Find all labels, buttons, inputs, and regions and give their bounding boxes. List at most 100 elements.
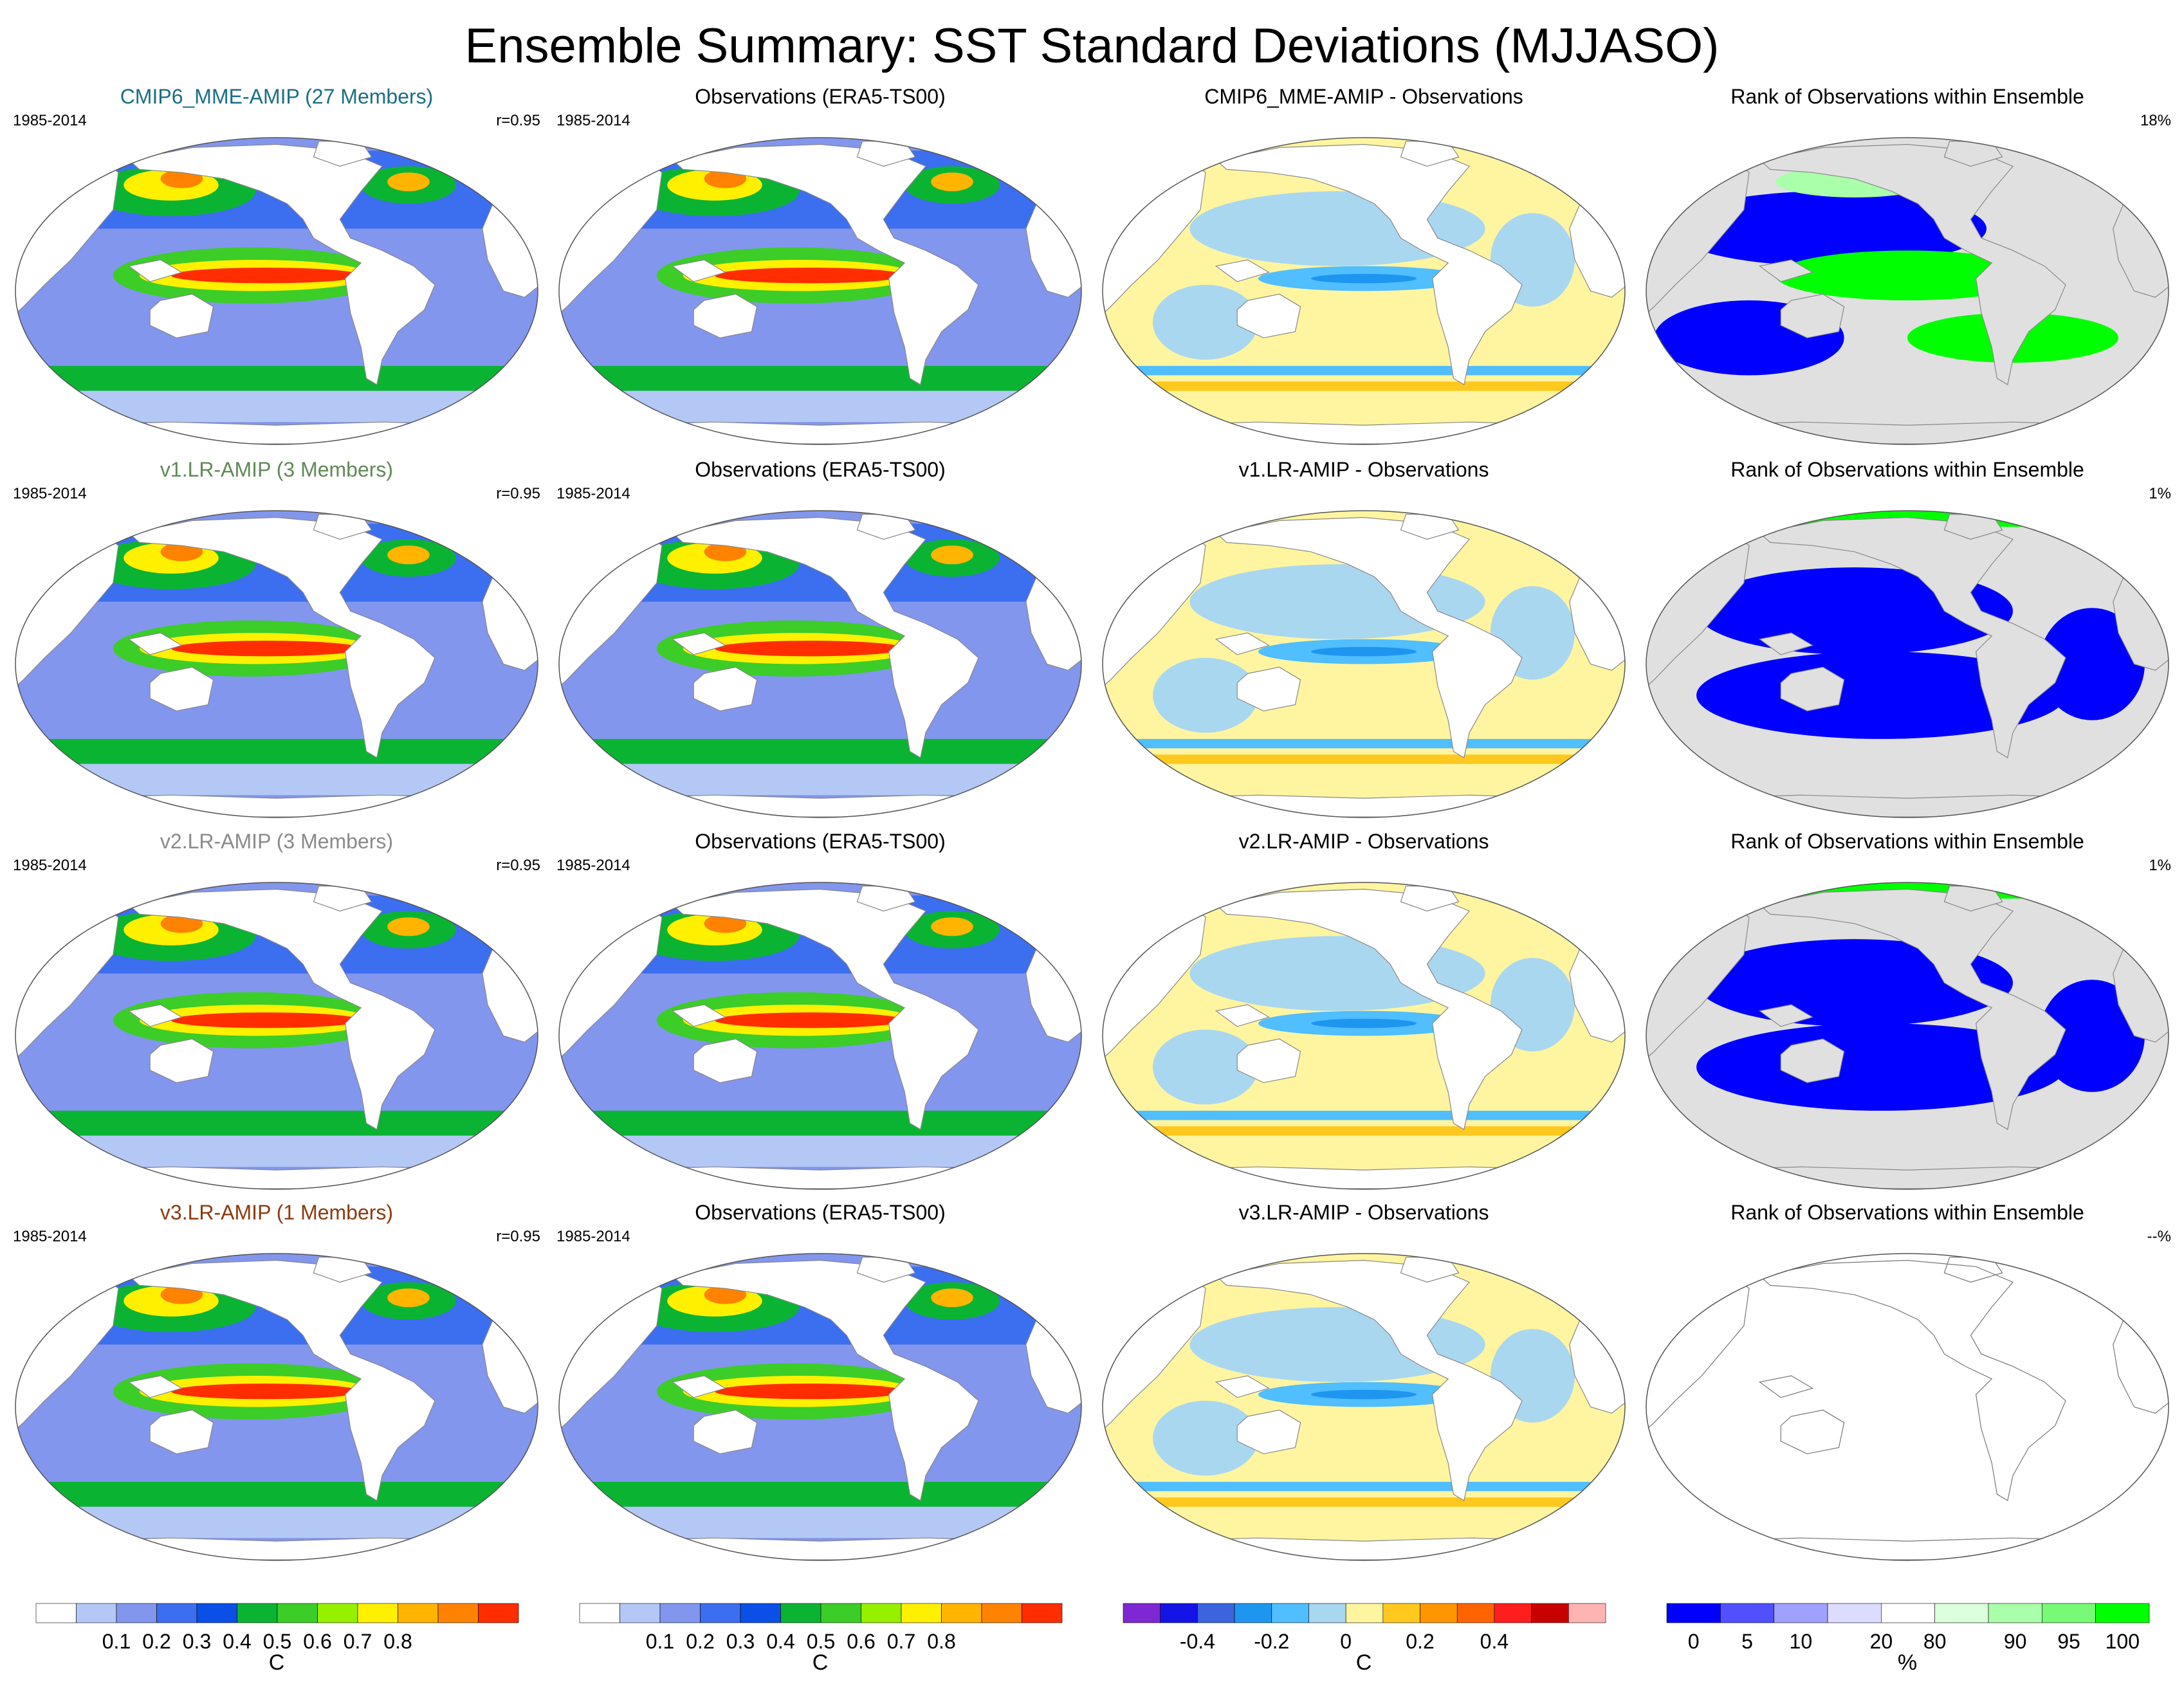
map-obs-0: [558, 137, 1082, 445]
colorbar-swatch: [740, 1603, 781, 1623]
landmass-maritime: [1215, 632, 1270, 655]
colorbar-swatch: [820, 1603, 861, 1623]
map-border: [1646, 510, 2169, 818]
map-diff-2: [1102, 882, 1626, 1190]
landmass-antarctica: [1696, 794, 2119, 817]
panel-title-obs: Observations (ERA5-TS00): [695, 830, 946, 853]
colorbar-tick-label: 10: [1789, 1630, 1813, 1653]
colorbar-tick-label: 0.4: [1480, 1630, 1509, 1653]
colorbar-swatch: [1160, 1603, 1198, 1623]
landmass-americas: [672, 888, 979, 1130]
landmass-americas: [1759, 516, 2066, 758]
landmass-maritime: [127, 1004, 183, 1027]
colorbar-swatch: [981, 1603, 1022, 1623]
enso-peak-field: [715, 1012, 905, 1028]
coastline-greenland: [1943, 1257, 2003, 1283]
map-model-3: [15, 1253, 538, 1561]
colorbar-tick-label: 0: [1340, 1630, 1352, 1653]
colorbar-swatch: [35, 1603, 77, 1623]
landmass-americas: [1215, 888, 1523, 1130]
north-atlantic-peak-field: [931, 917, 973, 936]
landmass-antarctica: [65, 794, 488, 817]
colorbar-swatch: [1531, 1603, 1569, 1623]
panel-title-diff: CMIP6_MME-AMIP - Observations: [1204, 85, 1523, 108]
map-diff-0: [1102, 137, 1626, 445]
landmass-antarctica: [1152, 794, 1575, 817]
colorbar-rank: [1666, 1603, 2150, 1623]
landmass-antarctica: [1152, 1537, 1575, 1560]
colorbar-tick-label: 0.5: [806, 1630, 836, 1653]
enso-peak-field: [171, 1012, 362, 1028]
map-border: [1102, 510, 1626, 818]
map-border: [15, 137, 538, 445]
map-border: [558, 137, 1082, 445]
enso-peak-field: [171, 1383, 362, 1400]
equatorial-diff-core-field: [1311, 646, 1417, 657]
landmass-americas: [672, 143, 979, 385]
map-border: [558, 1253, 1082, 1561]
period-label: 1985-2014: [556, 857, 630, 874]
landmass-australia: [693, 1409, 758, 1454]
landmass-antarctica: [65, 1537, 488, 1560]
north-atlantic-peak-field: [387, 545, 430, 565]
enso-peak-field: [715, 641, 905, 657]
colorbar-tick-label: 0: [1687, 1630, 1700, 1653]
colorbar-swatch: [116, 1603, 157, 1623]
southern-warm-band: [1103, 1126, 1625, 1136]
colorbar-swatch: [398, 1603, 439, 1623]
landmass-maritime: [127, 632, 183, 655]
colorbar-swatch: [1382, 1603, 1420, 1623]
colorbar-swatch: [1988, 1603, 2042, 1623]
coastline-australia: [1780, 1409, 1845, 1454]
antarctic-margin-field: [559, 1135, 1081, 1167]
map-border: [558, 882, 1082, 1190]
landmass-maritime: [1215, 1004, 1270, 1027]
antarctic-margin-field: [559, 390, 1081, 423]
colorbar-swatch: [579, 1603, 620, 1623]
north-atlantic-peak-field: [387, 917, 430, 936]
period-label: 1985-2014: [556, 485, 630, 502]
panel-title-model: v2.LR-AMIP (3 Members): [160, 830, 394, 853]
landmass-antarctica: [609, 1166, 1032, 1189]
colorbar-tick-label: 0.3: [726, 1630, 755, 1653]
landmass-antarctica: [1152, 1166, 1575, 1189]
north-atlantic-peak-field: [387, 172, 430, 192]
colorbar-swatch: [2042, 1603, 2096, 1623]
colorbar-swatch: [1123, 1603, 1161, 1623]
colorbar-swatch: [619, 1603, 661, 1623]
indian-diff-field: [1153, 657, 1258, 733]
panel-title-rank: Rank of Observations within Ensemble: [1730, 830, 2084, 853]
period-label: 1985-2014: [556, 112, 630, 129]
landmass-americas: [1759, 888, 2066, 1130]
antarctic-margin-field: [15, 390, 538, 423]
landmass-australia: [693, 1038, 758, 1083]
landmass-maritime: [1215, 1375, 1270, 1398]
panel-title-rank: Rank of Observations within Ensemble: [1730, 1201, 2084, 1224]
colorbar-swatch: [941, 1603, 982, 1623]
map-border: [1646, 137, 2169, 445]
landmass-antarctica: [65, 421, 488, 444]
indian-diff-field: [1153, 1400, 1258, 1476]
period-label: 1985-2014: [13, 112, 87, 129]
colorbar-tick-label: 90: [2003, 1630, 2027, 1653]
antarctic-margin-field: [15, 1506, 538, 1538]
map-border: [1102, 1253, 1626, 1561]
equatorial-diff-core-field: [1311, 1389, 1417, 1400]
figure-title: Ensemble Summary: SST Standard Deviation…: [464, 19, 1720, 73]
landmass-americas: [128, 1259, 436, 1501]
landmass-americas: [1215, 1259, 1523, 1501]
panel-title-diff: v3.LR-AMIP - Observations: [1238, 1201, 1489, 1224]
rank-low-atlantic-field: [2039, 608, 2145, 720]
landmass-maritime: [671, 1375, 726, 1398]
colorbar-tick-label: 0.7: [343, 1630, 372, 1653]
colorbar-tick-label: 0.2: [142, 1630, 171, 1653]
colorbar-swatch: [780, 1603, 821, 1623]
colorbar-tick-label: -0.2: [1254, 1630, 1290, 1653]
landmass-maritime: [1758, 1004, 1813, 1027]
landmass-antarctica: [1696, 421, 2119, 444]
colorbar-swatch: [437, 1603, 479, 1623]
colorbar-sst-std: [35, 1603, 519, 1623]
landmass-australia: [149, 293, 214, 338]
southern-ocean-field: [559, 1110, 1081, 1136]
colorbar-swatch: [1271, 1603, 1309, 1623]
